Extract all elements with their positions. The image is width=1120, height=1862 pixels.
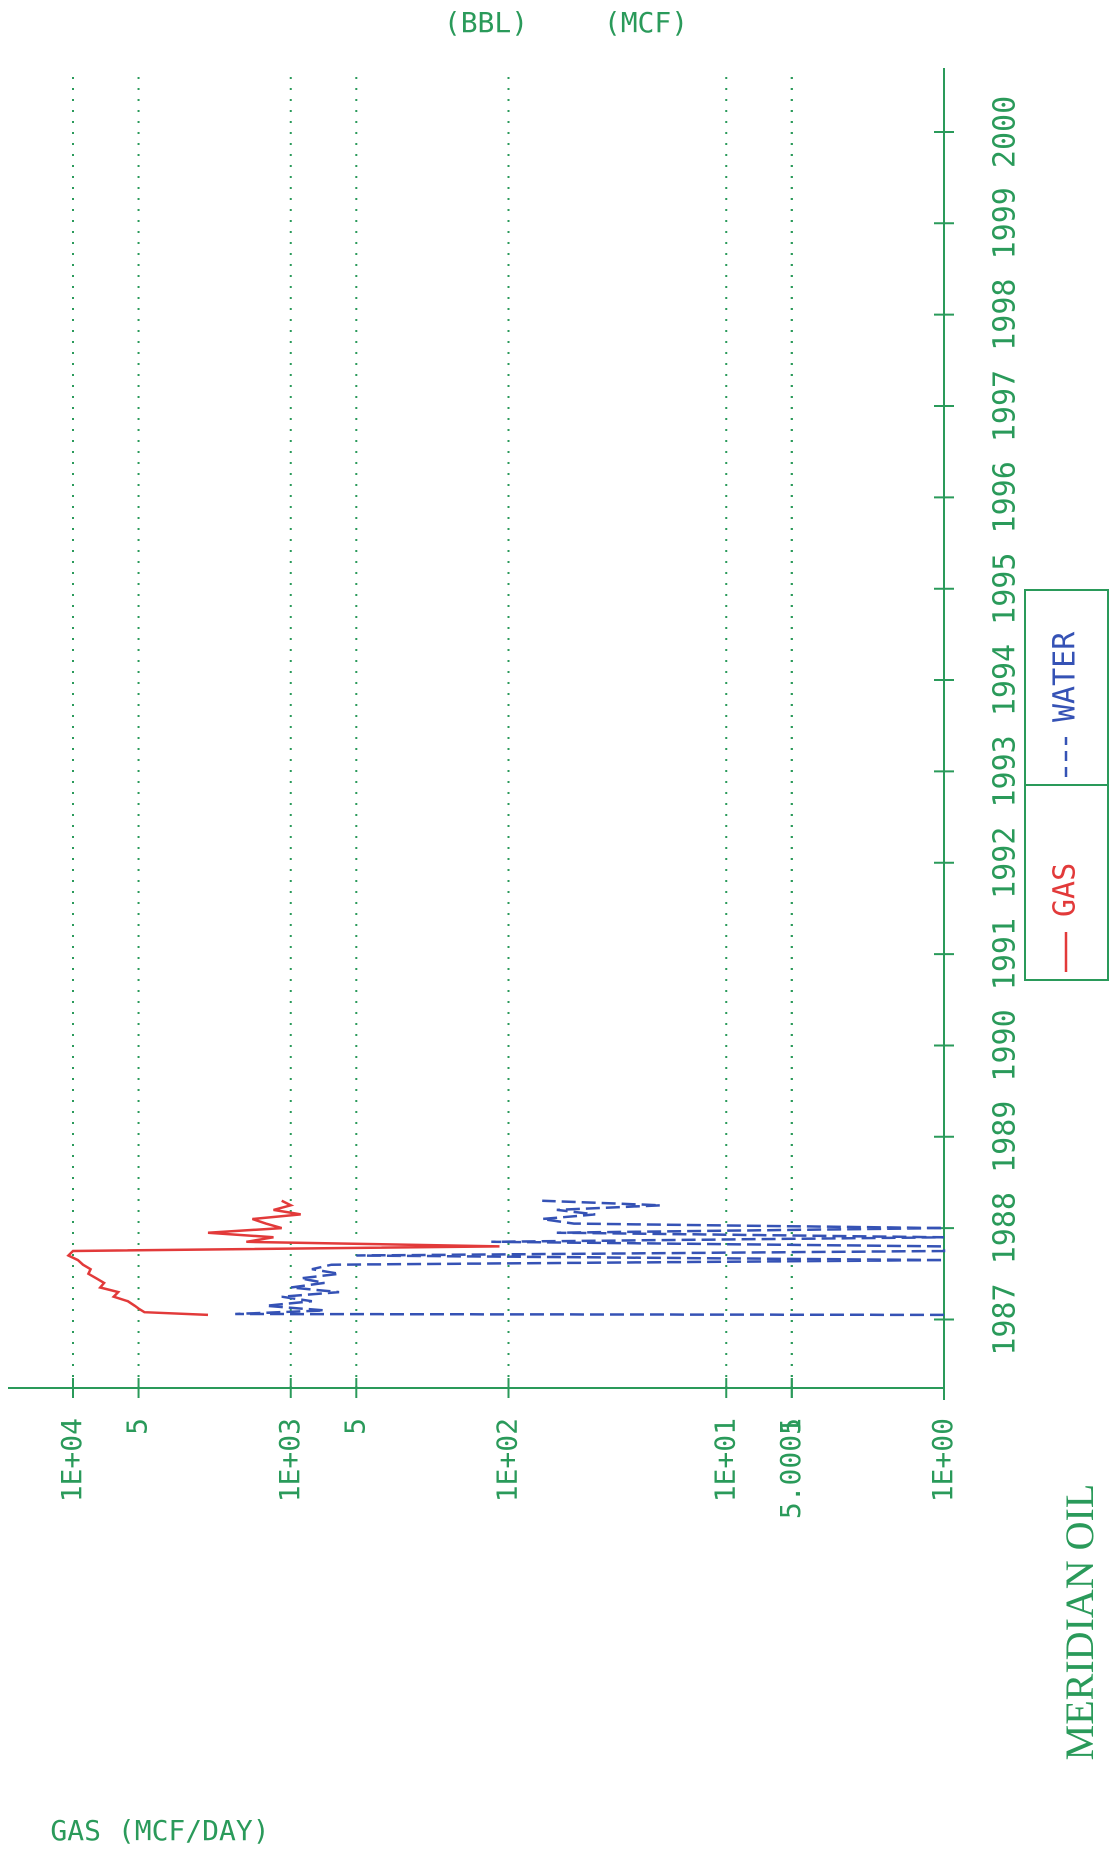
x-tick-label: 1994 bbox=[988, 644, 1023, 716]
x-tick-label: 1991 bbox=[988, 918, 1023, 990]
x-tick-label: 1990 bbox=[988, 1009, 1023, 1081]
y-tick-label: 1E+00 bbox=[926, 1418, 959, 1502]
y-tick-label: 5.0001 bbox=[774, 1418, 807, 1519]
x-tick-label: 1992 bbox=[988, 827, 1023, 899]
unit-annotation: (MCF) bbox=[604, 6, 688, 39]
y-tick-label: 5 bbox=[774, 1418, 807, 1435]
x-tick-label: 1995 bbox=[988, 553, 1023, 625]
x-tick-label: 1998 bbox=[988, 279, 1023, 351]
y-tick-label: 1E+02 bbox=[491, 1418, 524, 1502]
x-tick-label: 1997 bbox=[988, 370, 1023, 442]
y-tick-label: 5 bbox=[338, 1418, 371, 1435]
x-tick-label: 1999 bbox=[988, 187, 1023, 259]
x-tick-label: 1989 bbox=[988, 1101, 1023, 1173]
x-tick-label: 1987 bbox=[988, 1283, 1023, 1355]
y-tick-label: 1E+04 bbox=[55, 1418, 88, 1502]
x-tick-label: 1996 bbox=[988, 461, 1023, 533]
unit-annotation: (BBL) bbox=[444, 6, 528, 39]
x-tick-label: 2000 bbox=[988, 96, 1023, 168]
footer: MERIDIAN OIL bbox=[1057, 1484, 1102, 1761]
y-tick-label: 5 bbox=[121, 1418, 154, 1435]
y-axis-label: GAS (MCF/DAY) bbox=[50, 1814, 269, 1847]
y-tick-label: 1E+01 bbox=[708, 1418, 741, 1502]
y-tick-label: 1E+03 bbox=[273, 1418, 306, 1502]
series-line bbox=[66, 1199, 500, 1317]
x-tick-label: 1993 bbox=[988, 735, 1023, 807]
x-tick-label: 1988 bbox=[988, 1192, 1023, 1264]
series-line bbox=[235, 1199, 946, 1317]
legend-label: GAS bbox=[1048, 863, 1083, 917]
legend-label: WATER bbox=[1048, 631, 1083, 722]
rotated-plot: MERIDIAN OIL 1E+00 5 1E+01 5.0001 1E+02 5 1E+0… bbox=[8, 68, 1109, 1761]
